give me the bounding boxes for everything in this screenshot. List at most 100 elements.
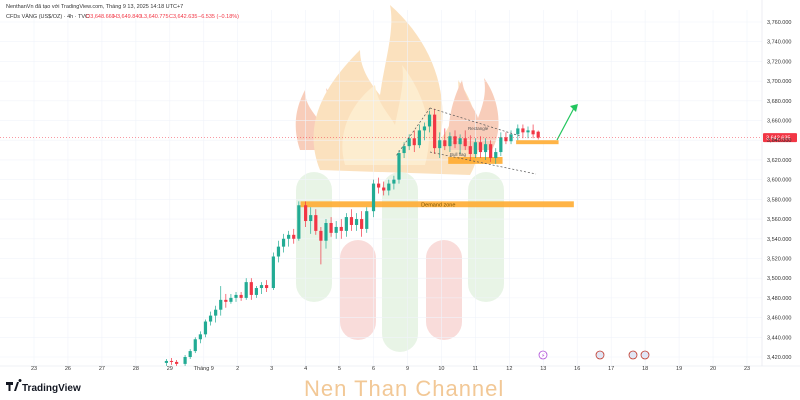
candle-body bbox=[458, 138, 462, 145]
candle bbox=[417, 124, 421, 149]
candle-body bbox=[360, 219, 364, 229]
candle-body bbox=[494, 152, 498, 158]
x-tick-label: 12 bbox=[506, 366, 512, 372]
candle-body bbox=[371, 183, 376, 212]
lightning-event-icon[interactable] bbox=[538, 350, 548, 360]
candle bbox=[382, 181, 386, 196]
candle bbox=[249, 278, 253, 300]
candle bbox=[504, 132, 508, 145]
candle bbox=[254, 286, 258, 298]
flame-right bbox=[448, 78, 499, 150]
candle bbox=[531, 124, 535, 139]
candle bbox=[360, 211, 364, 237]
y-tick-label: 3,540.000 bbox=[767, 237, 791, 243]
tradingview-logo[interactable]: TradingView bbox=[6, 379, 81, 394]
y-tick-label: 3,660.000 bbox=[767, 119, 791, 125]
candle-body bbox=[229, 297, 233, 302]
candle bbox=[371, 179, 376, 218]
candle-body bbox=[287, 234, 291, 239]
x-tick-label: 5 bbox=[338, 366, 341, 372]
candle bbox=[271, 252, 275, 290]
candle bbox=[169, 357, 174, 365]
x-tick-label: 29 bbox=[167, 366, 173, 372]
candle-body bbox=[402, 146, 406, 154]
candle-body bbox=[259, 285, 264, 289]
x-tick-label: 23 bbox=[744, 366, 750, 372]
candle bbox=[224, 293, 228, 308]
candle bbox=[334, 221, 338, 239]
pillar-red-left bbox=[340, 240, 376, 340]
candle bbox=[433, 108, 437, 155]
us-flag-event-icon[interactable] bbox=[595, 350, 605, 360]
candle bbox=[229, 293, 233, 304]
x-tick-label: 6 bbox=[372, 366, 375, 372]
candle bbox=[458, 134, 462, 155]
candle-body bbox=[234, 294, 238, 298]
candle bbox=[164, 358, 169, 366]
candle bbox=[478, 136, 483, 158]
ohlc-change: −6.535 (−0.18%) bbox=[198, 14, 239, 20]
candle-body bbox=[427, 114, 432, 127]
price-axis[interactable]: 3,760.000 3,740.000 3,720.000 3,700.000 3,68… bbox=[767, 20, 791, 361]
y-tick-label: 3,720.000 bbox=[767, 59, 791, 65]
candle bbox=[264, 280, 269, 292]
candle bbox=[365, 207, 369, 233]
candle-body bbox=[164, 360, 169, 363]
candle-body bbox=[309, 215, 313, 222]
zone-rect bbox=[516, 140, 559, 145]
candle bbox=[309, 207, 313, 234]
candle bbox=[526, 126, 530, 139]
event-markers: ⚡ bbox=[538, 350, 650, 360]
tradingview-wordmark: TradingView bbox=[22, 383, 81, 394]
candle-body bbox=[344, 217, 348, 231]
candle bbox=[314, 209, 318, 235]
breakout-arrow bbox=[556, 107, 575, 141]
candle bbox=[412, 130, 416, 153]
x-tick-label: 27 bbox=[99, 366, 105, 372]
candle-body bbox=[324, 223, 328, 241]
zone-rect bbox=[448, 156, 503, 164]
candle bbox=[304, 201, 308, 227]
candle bbox=[183, 355, 187, 366]
candle bbox=[324, 219, 328, 249]
us-flag-event-icon[interactable] bbox=[640, 350, 650, 360]
candle-body bbox=[224, 299, 228, 302]
x-tick-label: Tháng 9 bbox=[194, 366, 214, 372]
candle bbox=[407, 134, 411, 151]
candle bbox=[443, 128, 447, 151]
x-tick-label: 9 bbox=[406, 366, 409, 372]
candle bbox=[397, 150, 401, 184]
candle-body bbox=[193, 339, 197, 352]
candle bbox=[509, 130, 513, 145]
y-tick-label: 3,620.000 bbox=[767, 158, 791, 164]
candle-body bbox=[203, 321, 208, 335]
y-tick-label: 3,760.000 bbox=[767, 20, 791, 26]
candle-body bbox=[169, 360, 174, 362]
candle bbox=[377, 177, 381, 194]
candle-body bbox=[188, 351, 192, 357]
us-flag-event-icon[interactable] bbox=[628, 350, 638, 360]
y-tick-label: 3,700.000 bbox=[767, 79, 791, 85]
time-axis[interactable]: 23 26 27 28 29 Tháng 9 2 3 4 5 6 9 10 11 12 13 16 17 18 19 2… bbox=[31, 366, 750, 372]
candle bbox=[494, 148, 498, 164]
candle bbox=[536, 130, 540, 140]
candle-body bbox=[443, 140, 447, 147]
candle bbox=[208, 311, 213, 326]
candle bbox=[319, 226, 323, 265]
candle bbox=[281, 233, 286, 253]
candle-body bbox=[349, 217, 354, 225]
candle bbox=[287, 230, 291, 247]
candle-body bbox=[473, 142, 477, 155]
candle-body bbox=[509, 134, 513, 142]
ohlc-open: O3,648.660 bbox=[86, 14, 115, 20]
candle bbox=[214, 305, 218, 323]
candle bbox=[259, 282, 264, 294]
candle-body bbox=[478, 142, 483, 153]
candle-body bbox=[504, 137, 508, 142]
candle-body bbox=[407, 138, 411, 147]
candle-body bbox=[448, 136, 452, 147]
candle bbox=[468, 135, 472, 160]
y-tick-label: 3,420.000 bbox=[767, 355, 791, 361]
flag-left-line bbox=[395, 107, 431, 157]
